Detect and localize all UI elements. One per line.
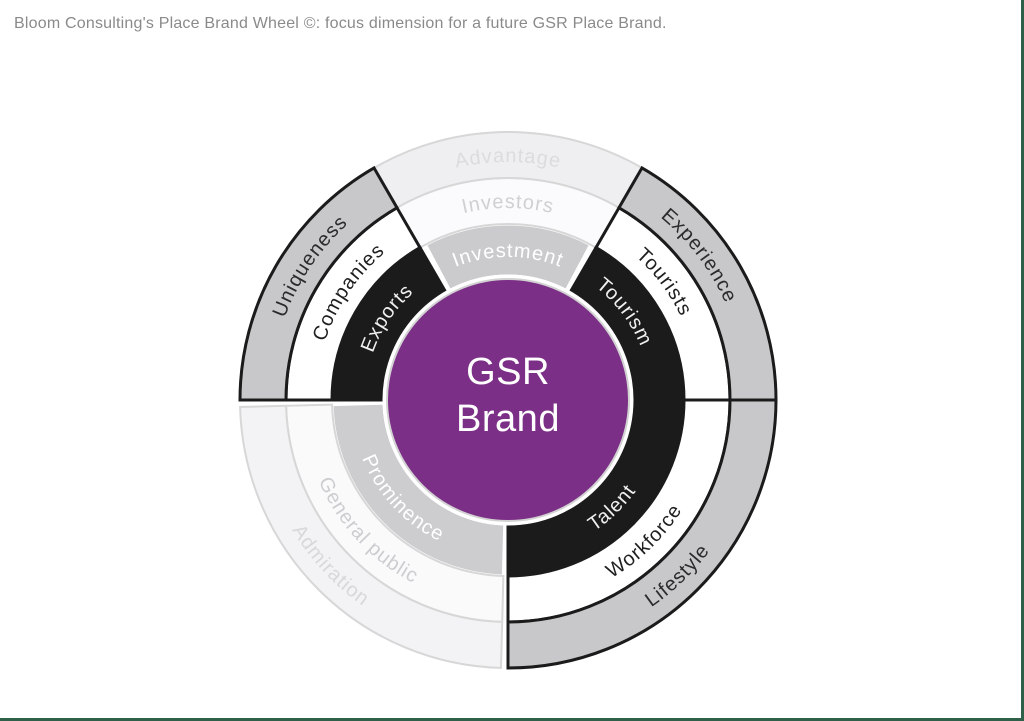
center-label-line2: Brand [456,398,560,440]
sector-lifestyle-outer-segment [506,398,778,670]
center-circle [386,278,630,522]
page-border-bottom [0,718,1024,721]
sector-admiration-outer-segment [239,404,504,669]
sector-uniqueness-outer-segment [238,165,400,402]
figure-caption: Bloom Consulting's Place Brand Wheel ©: … [14,15,667,32]
page-border-right [1021,0,1024,721]
center-label-line1: GSR [466,351,550,393]
